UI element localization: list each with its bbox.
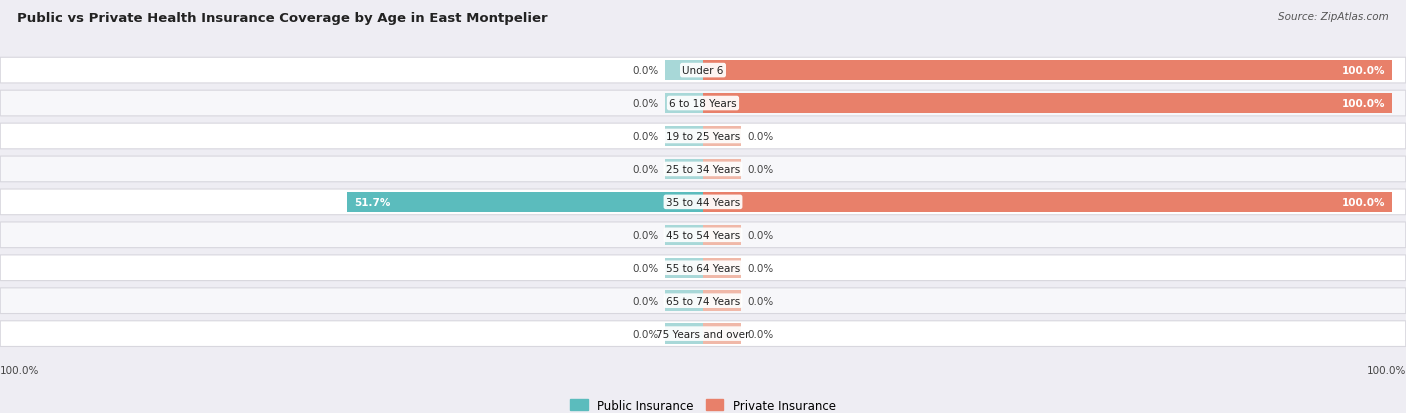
Text: 100.0%: 100.0% [1367, 365, 1406, 375]
Text: 0.0%: 0.0% [748, 164, 775, 175]
Text: 45 to 54 Years: 45 to 54 Years [666, 230, 740, 240]
Bar [665, 258, 703, 278]
Legend: Public Insurance, Private Insurance: Public Insurance, Private Insurance [565, 394, 841, 413]
Bar [703, 159, 741, 180]
Bar [665, 291, 703, 311]
Text: 0.0%: 0.0% [631, 164, 658, 175]
Text: 6 to 18 Years: 6 to 18 Years [669, 99, 737, 109]
Text: 35 to 44 Years: 35 to 44 Years [666, 197, 740, 207]
Bar [665, 225, 703, 245]
Text: 0.0%: 0.0% [748, 230, 775, 240]
FancyBboxPatch shape [0, 157, 1406, 182]
Text: 0.0%: 0.0% [631, 230, 658, 240]
Text: Under 6: Under 6 [682, 66, 724, 76]
Bar [703, 192, 1392, 213]
FancyBboxPatch shape [0, 321, 1406, 347]
Bar [665, 94, 703, 114]
Text: 0.0%: 0.0% [631, 263, 658, 273]
Text: 75 Years and over: 75 Years and over [657, 329, 749, 339]
Bar [665, 126, 703, 147]
Text: 0.0%: 0.0% [631, 296, 658, 306]
FancyBboxPatch shape [0, 288, 1406, 314]
Text: 0.0%: 0.0% [631, 132, 658, 142]
FancyBboxPatch shape [0, 190, 1406, 215]
Bar [665, 324, 703, 344]
Bar [703, 324, 741, 344]
FancyBboxPatch shape [0, 91, 1406, 116]
Text: 65 to 74 Years: 65 to 74 Years [666, 296, 740, 306]
Text: 0.0%: 0.0% [631, 66, 658, 76]
Bar [703, 61, 1392, 81]
Text: 0.0%: 0.0% [748, 263, 775, 273]
Text: Public vs Private Health Insurance Coverage by Age in East Montpelier: Public vs Private Health Insurance Cover… [17, 12, 547, 25]
Bar [703, 258, 741, 278]
FancyBboxPatch shape [0, 124, 1406, 150]
Text: 0.0%: 0.0% [631, 329, 658, 339]
Text: Source: ZipAtlas.com: Source: ZipAtlas.com [1278, 12, 1389, 22]
FancyBboxPatch shape [0, 58, 1406, 84]
FancyBboxPatch shape [0, 223, 1406, 248]
Text: 100.0%: 100.0% [1341, 197, 1385, 207]
Text: 19 to 25 Years: 19 to 25 Years [666, 132, 740, 142]
Text: 51.7%: 51.7% [354, 197, 389, 207]
Text: 100.0%: 100.0% [0, 365, 39, 375]
Text: 0.0%: 0.0% [748, 296, 775, 306]
Bar [665, 159, 703, 180]
Text: 25 to 34 Years: 25 to 34 Years [666, 164, 740, 175]
Text: 0.0%: 0.0% [748, 329, 775, 339]
Bar [703, 94, 1392, 114]
Bar [703, 291, 741, 311]
Bar [703, 225, 741, 245]
Text: 100.0%: 100.0% [1341, 66, 1385, 76]
FancyBboxPatch shape [0, 255, 1406, 281]
Text: 55 to 64 Years: 55 to 64 Years [666, 263, 740, 273]
Bar [665, 61, 703, 81]
Bar [703, 126, 741, 147]
Text: 100.0%: 100.0% [1341, 99, 1385, 109]
Text: 0.0%: 0.0% [748, 132, 775, 142]
Bar [347, 192, 703, 213]
Text: 0.0%: 0.0% [631, 99, 658, 109]
